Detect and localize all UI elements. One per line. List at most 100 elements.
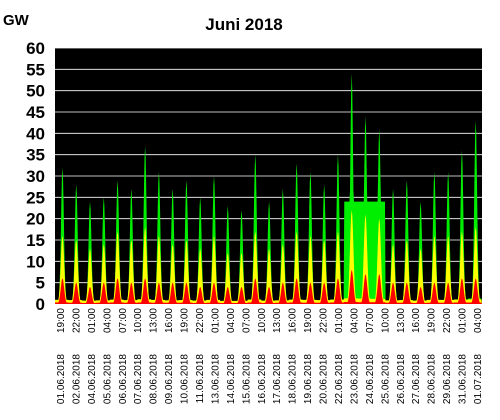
x-tick-label: 07:00 24.06.2018 bbox=[365, 308, 376, 404]
x-tick-date: 06.06.2018 bbox=[118, 354, 129, 404]
x-tick-label: 04:00 05.06.2018 bbox=[102, 308, 113, 404]
x-tick-label: 16:00 09.06.2018 bbox=[164, 308, 175, 404]
x-tick-time: 22:00 bbox=[71, 308, 82, 333]
x-tick-time: 22:00 bbox=[195, 308, 206, 333]
x-tick-time: 01:00 bbox=[87, 308, 98, 333]
x-tick-time: 19:00 bbox=[427, 308, 438, 333]
x-tick-time: 16:00 bbox=[411, 308, 422, 333]
x-tick-label: 07:00 06.06.2018 bbox=[118, 308, 129, 404]
x-tick-date: 20.06.2018 bbox=[319, 354, 330, 404]
series-group bbox=[55, 73, 482, 304]
x-tick-time: 16:00 bbox=[288, 308, 299, 333]
x-tick-date: 27.06.2018 bbox=[411, 354, 422, 404]
x-tick-time: 10:00 bbox=[133, 308, 144, 333]
x-tick-date: 15.06.2018 bbox=[241, 354, 252, 404]
x-tick-label: 04:00 23.06.2018 bbox=[349, 308, 360, 404]
x-tick-time: 04:00 bbox=[226, 308, 237, 333]
x-tick-time: 07:00 bbox=[365, 308, 376, 333]
x-tick-time: 04:00 bbox=[349, 308, 360, 333]
x-tick-label: 04:00 14.06.2018 bbox=[226, 308, 237, 404]
y-tick-label: 35 bbox=[26, 146, 45, 165]
x-tick-date: 07.06.2018 bbox=[133, 354, 144, 404]
x-tick-time: 07:00 bbox=[118, 308, 129, 333]
y-tick-label: 30 bbox=[26, 167, 45, 186]
x-tick-time: 01:00 bbox=[458, 308, 469, 333]
x-tick-time: 04:00 bbox=[473, 308, 484, 333]
x-tick-label: 22:00 11.06.2018 bbox=[195, 308, 206, 404]
x-tick-time: 01:00 bbox=[210, 308, 221, 333]
x-tick-label: 01:00 31.06.2018 bbox=[458, 308, 469, 404]
x-tick-date: 18.06.2018 bbox=[288, 354, 299, 404]
series-area-0 bbox=[55, 73, 482, 304]
x-tick-label: 22:00 20.06.2018 bbox=[319, 308, 330, 404]
x-tick-label: 16:00 18.06.2018 bbox=[288, 308, 299, 404]
x-tick-label: 10:00 16.06.2018 bbox=[257, 308, 268, 404]
x-tick-time: 22:00 bbox=[319, 308, 330, 333]
series-area-2 bbox=[55, 269, 482, 304]
x-tick-date: 19.06.2018 bbox=[303, 354, 314, 404]
x-tick-time: 13:00 bbox=[149, 308, 160, 333]
y-tick-label: 25 bbox=[26, 188, 45, 207]
y-axis-ticks: 0 5 10 15 20 25 30 35 40 45 50 55 60 bbox=[26, 39, 45, 314]
x-tick-date: 31.06.2018 bbox=[458, 354, 469, 404]
x-tick-date: 01.06.2018 bbox=[56, 354, 67, 404]
x-tick-time: 13:00 bbox=[396, 308, 407, 333]
x-tick-label: 01:00 04.06.2018 bbox=[87, 308, 98, 404]
x-tick-label: 04:00 01.07.2018 bbox=[473, 308, 484, 404]
x-tick-time: 07:00 bbox=[241, 308, 252, 333]
x-tick-date: 10.06.2018 bbox=[180, 354, 191, 404]
y-tick-label: 0 bbox=[36, 295, 45, 314]
x-tick-label: 01:00 22.06.2018 bbox=[334, 308, 345, 404]
x-tick-time: 10:00 bbox=[257, 308, 268, 333]
x-tick-date: 08.06.2018 bbox=[149, 354, 160, 404]
y-axis-unit-label: GW bbox=[3, 12, 30, 29]
y-tick-label: 15 bbox=[26, 231, 45, 250]
x-axis-ticks: 19:00 01.06.2018 22:00 02.06.2018 01:00 04.06… bbox=[56, 308, 484, 404]
x-tick-time: 22:00 bbox=[442, 308, 453, 333]
x-tick-time: 19:00 bbox=[303, 308, 314, 333]
x-tick-date: 13.06.2018 bbox=[210, 354, 221, 404]
x-tick-time: 19:00 bbox=[180, 308, 191, 333]
y-tick-label: 50 bbox=[26, 82, 45, 101]
x-tick-time: 01:00 bbox=[334, 308, 345, 333]
x-tick-date: 14.06.2018 bbox=[226, 354, 237, 404]
x-tick-date: 25.06.2018 bbox=[380, 354, 391, 404]
x-tick-label: 19:00 19.06.2018 bbox=[303, 308, 314, 404]
x-tick-time: 13:00 bbox=[272, 308, 283, 333]
x-tick-date: 28.06.2018 bbox=[427, 354, 438, 404]
x-tick-time: 10:00 bbox=[380, 308, 391, 333]
x-tick-label: 22:00 29.06.2018 bbox=[442, 308, 453, 404]
x-tick-date: 17.06.2018 bbox=[272, 354, 283, 404]
x-tick-time: 16:00 bbox=[164, 308, 175, 333]
x-tick-label: 16:00 27.06.2018 bbox=[411, 308, 422, 404]
y-tick-label: 5 bbox=[36, 274, 45, 293]
y-tick-label: 45 bbox=[26, 103, 45, 122]
y-tick-label: 40 bbox=[26, 124, 45, 143]
x-tick-label: 10:00 07.06.2018 bbox=[133, 308, 144, 404]
x-tick-label: 07:00 15.06.2018 bbox=[241, 308, 252, 404]
x-tick-date: 26.06.2018 bbox=[396, 354, 407, 404]
chart-title: Juni 2018 bbox=[205, 15, 283, 34]
y-tick-label: 60 bbox=[26, 39, 45, 58]
x-tick-label: 10:00 25.06.2018 bbox=[380, 308, 391, 404]
x-tick-date: 04.06.2018 bbox=[87, 354, 98, 404]
x-tick-label: 19:00 28.06.2018 bbox=[427, 308, 438, 404]
x-tick-date: 01.07.2018 bbox=[473, 354, 484, 404]
x-tick-label: 01:00 13.06.2018 bbox=[210, 308, 221, 404]
x-tick-label: 19:00 01.06.2018 bbox=[56, 308, 67, 404]
x-tick-date: 24.06.2018 bbox=[365, 354, 376, 404]
y-tick-label: 55 bbox=[26, 60, 45, 79]
x-tick-date: 09.06.2018 bbox=[164, 354, 175, 404]
x-tick-date: 11.06.2018 bbox=[195, 354, 206, 404]
x-tick-label: 13:00 08.06.2018 bbox=[149, 308, 160, 404]
series-area-1 bbox=[55, 210, 482, 304]
y-tick-label: 10 bbox=[26, 252, 45, 271]
x-tick-time: 19:00 bbox=[56, 308, 67, 333]
x-tick-date: 23.06.2018 bbox=[349, 354, 360, 404]
x-tick-label: 22:00 02.06.2018 bbox=[71, 308, 82, 404]
x-tick-label: 13:00 17.06.2018 bbox=[272, 308, 283, 404]
x-tick-date: 05.06.2018 bbox=[102, 354, 113, 404]
x-tick-date: 29.06.2018 bbox=[442, 354, 453, 404]
x-tick-time: 04:00 bbox=[102, 308, 113, 333]
